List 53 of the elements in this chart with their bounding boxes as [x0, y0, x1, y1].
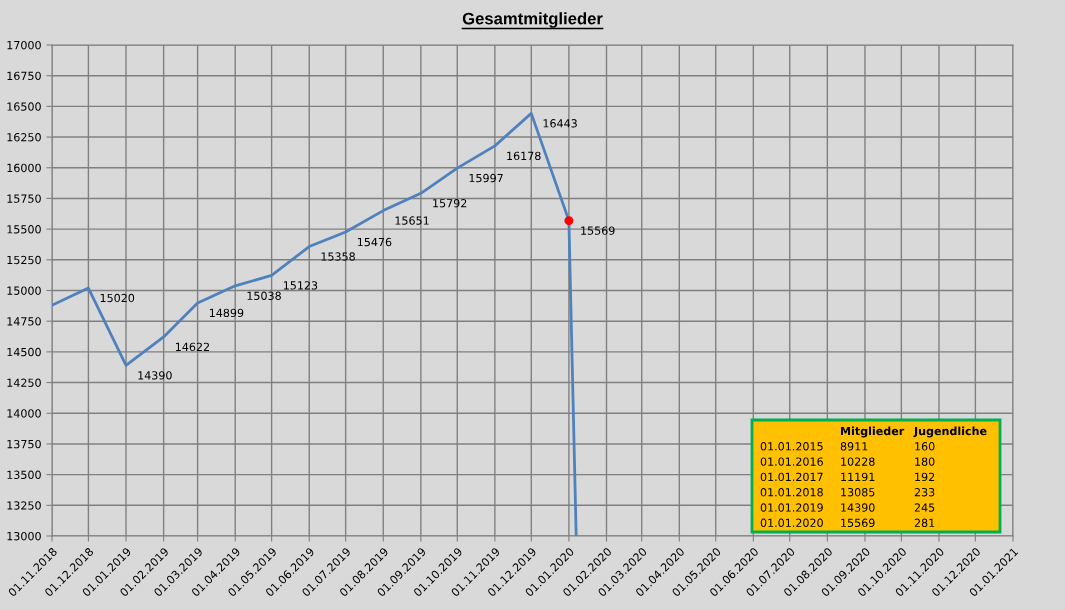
annotation: 11191: [841, 472, 875, 482]
data-label: 15020: [100, 293, 135, 303]
data-label: 15569: [581, 226, 615, 235]
data-label: 15358: [321, 252, 355, 261]
annotation: 281: [914, 518, 935, 528]
data-label: 16178: [507, 151, 541, 161]
annotation: 01.01.2017: [760, 472, 823, 482]
annotation: 01.01.2019: [760, 503, 823, 512]
line-series: [52, 111, 578, 536]
y-tick-label: 14000: [7, 409, 41, 418]
y-tick-label: 15500: [7, 225, 41, 234]
y-tick-label: 16250: [7, 133, 41, 142]
annotation: Jugendliche: [913, 426, 987, 438]
annotation: 180: [915, 457, 935, 466]
y-tick-label: 15000: [7, 286, 41, 295]
annotation: 15569: [841, 518, 875, 528]
y-tick-label: 14750: [7, 317, 41, 326]
data-label: 14622: [175, 342, 209, 352]
data-label: 15476: [357, 237, 392, 247]
y-tick-label: 16750: [7, 71, 41, 81]
annotation: 13085: [841, 488, 875, 497]
annotation: 192: [915, 472, 935, 482]
y-tick-label: 16500: [7, 102, 41, 111]
annotation: 245: [914, 503, 935, 512]
annotation: 01.01.2015: [760, 442, 823, 451]
data-label: 15997: [469, 173, 503, 183]
data-label: 15123: [283, 281, 318, 290]
data-label: 14899: [209, 308, 244, 318]
y-tick-label: 13250: [7, 501, 41, 510]
y-tick-label: 13500: [7, 470, 41, 479]
annotation: 01.01.2016: [760, 457, 823, 466]
y-tick-label: 13750: [7, 439, 41, 449]
y-tick-label: 14500: [7, 347, 41, 357]
y-tick-label: 15250: [7, 255, 41, 265]
annotation: Mitglieder: [841, 426, 905, 438]
y-tick-label: 14250: [7, 378, 41, 387]
y-tick-label: 16000: [7, 163, 41, 173]
chart-title: Gesamtmitglieder: [462, 12, 603, 28]
annotation: 01.01.2020: [760, 518, 823, 528]
data-label: 15038: [247, 291, 281, 300]
data-label: 15792: [433, 199, 467, 208]
annotation: 233: [914, 488, 935, 497]
annotation: 01.01.2018: [760, 488, 823, 497]
annotation: 8911: [840, 442, 868, 451]
y-tick-label: 15750: [7, 194, 41, 203]
data-label: 15651: [395, 216, 429, 225]
y-tick-label: 13000: [7, 531, 41, 541]
data-label: 14390: [138, 371, 172, 380]
annotation: 14390: [841, 503, 875, 512]
annotation: 160: [915, 442, 935, 451]
y-tick-label: 17000: [7, 40, 41, 50]
annotation: 10228: [841, 457, 875, 466]
data-label: 16443: [543, 119, 577, 128]
